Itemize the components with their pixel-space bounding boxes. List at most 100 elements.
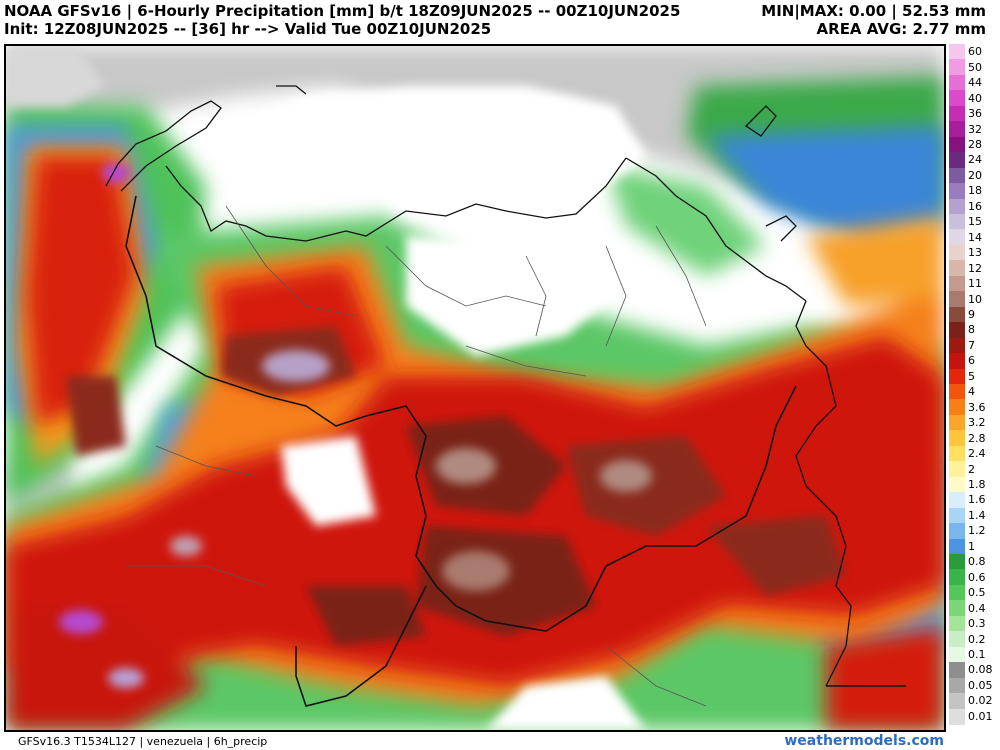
colorbar-label: 0.6 [968,570,986,584]
colorbar-segment [949,90,965,107]
colorbar-segment [949,183,965,200]
colorbar-segment [949,399,965,416]
colorbar-segment [949,631,965,648]
colorbar-label: 4 [968,385,975,399]
colorbar-segment [949,554,965,570]
colorbar-segment [949,445,965,462]
colorbar-label: 1.4 [968,508,986,522]
colorbar-segment [949,430,965,447]
colorbar-segment [949,244,965,261]
colorbar-segment [949,476,965,493]
colorbar-label: 0.1 [968,647,986,661]
colorbar-segment [949,105,965,122]
state-borders [126,205,707,707]
colorbar-label: 2.4 [968,447,986,461]
colorbar-segment [949,260,965,277]
colorbar-segment [949,337,965,354]
colorbar-segment [949,74,965,91]
colorbar-segment [949,461,965,478]
title-block: NOAA GFSv16 | 6-Hourly Precipitation [mm… [4,2,680,38]
colorbar-segment [949,306,965,323]
coastlines [105,85,852,687]
colorbar-segment [949,322,965,339]
colorbar-segment [949,693,965,710]
minmax-text: MIN|MAX: 0.00 | 52.53 mm [761,2,986,20]
title-line1: NOAA GFSv16 | 6-Hourly Precipitation [mm… [4,2,681,20]
colorbar-label: 0.2 [968,632,986,646]
title-line2: Init: 12Z08JUN2025 -- [36] hr --> Valid … [4,20,492,38]
precipitation-map [4,44,946,732]
colorbar-label: 1.2 [968,524,986,538]
colorbar-label: 1 [968,539,975,553]
colorbar-label: 0.05 [968,678,993,692]
colorbar-label: 3.2 [968,416,986,430]
colorbar-label: 50 [968,60,982,74]
colorbar-label: 3.6 [968,400,986,414]
stats-block: MIN|MAX: 0.00 | 52.53 mm AREA AVG: 2.77 … [761,2,986,38]
colorbar-segment [949,708,965,725]
colorbar-segment [949,214,965,230]
colorbar-label: 11 [968,277,982,291]
colorbar-segment [949,167,965,184]
colorbar-label: 0.5 [968,586,986,600]
model-info: GFSv16.3 T1534L127 | venezuela | 6h_prec… [18,735,268,748]
colorbar-label: 20 [968,168,982,182]
colorbar-label: 36 [968,107,982,121]
colorbar-label: 32 [968,122,982,136]
colorbar-label: 0.8 [968,555,986,569]
colorbar-label: 14 [968,230,982,244]
colorbar-segment [949,152,965,169]
colorbar-label: 1.6 [968,493,986,507]
country-borders [125,195,906,707]
colorbar-segment [949,523,965,540]
colorbar-label: 15 [968,215,982,229]
colorbar-segment [949,44,965,60]
colorbar-label: 0.02 [968,694,993,708]
colorbar [949,44,965,725]
dry-areas [6,46,646,730]
colorbar-label: 0.3 [968,617,986,631]
colorbar-label: 2 [968,462,975,476]
colorbar-label: 60 [968,45,982,59]
colorbar-segment [949,677,965,694]
colorbar-segment [949,121,965,138]
colorbar-label: 44 [968,76,982,90]
colorbar-label: 18 [968,184,982,198]
colorbar-label: 0.01 [968,709,993,723]
colorbar-label: 12 [968,261,982,275]
colorbar-label: 9 [968,307,975,321]
extreme-rain-patches [59,163,652,688]
colorbar-segment [949,229,965,246]
brand-link[interactable]: weathermodels.com [784,733,944,749]
colorbar-label: 13 [968,246,982,260]
colorbar-segment [949,507,965,524]
colorbar-label: 1.8 [968,477,986,491]
colorbar-segment [949,59,965,76]
colorbar-label: 16 [968,199,982,213]
heavy-rain-core [6,156,944,730]
colorbar-label: 6 [968,354,975,368]
colorbar-segment [949,600,965,617]
area-avg-text: AREA AVG: 2.77 mm [816,20,986,38]
colorbar-label: 10 [968,292,982,306]
colorbar-label: 28 [968,137,982,151]
colorbar-label: 0.08 [968,663,993,677]
colorbar-segment [949,569,965,586]
colorbar-segment [949,414,965,431]
colorbar-segment [949,646,965,663]
colorbar-segment [949,662,965,679]
colorbar-segment [949,353,965,370]
colorbar-segment [949,368,965,385]
colorbar-segment [949,198,965,215]
colorbar-label: 40 [968,91,982,105]
colorbar-label: 0.4 [968,601,986,615]
colorbar-segment [949,615,965,632]
colorbar-label: 2.8 [968,431,986,445]
colorbar-segment [949,492,965,509]
colorbar-label: 24 [968,153,982,167]
colorbar-segment [949,384,965,400]
colorbar-segment [949,291,965,308]
colorbar-segment [949,538,965,555]
colorbar-label: 8 [968,323,975,337]
colorbar-label: 7 [968,338,975,352]
